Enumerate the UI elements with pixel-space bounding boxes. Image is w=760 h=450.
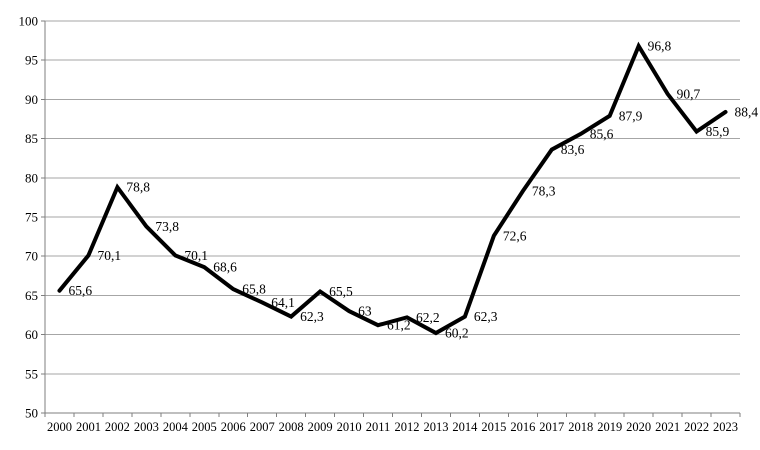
data-point-label: 90,7 xyxy=(677,86,701,101)
series-line xyxy=(57,41,728,336)
y-axis-label: 80 xyxy=(25,170,38,185)
data-point-label: 70,1 xyxy=(184,248,208,263)
x-axis-label: 2012 xyxy=(394,420,419,434)
data-point-label: 85,9 xyxy=(706,124,730,139)
data-point-label: 62,2 xyxy=(416,310,440,325)
data-point-label: 65,6 xyxy=(68,283,92,298)
x-axis-label: 2005 xyxy=(192,420,217,434)
x-axis-label: 2023 xyxy=(713,420,738,434)
x-axis-label: 2013 xyxy=(423,420,448,434)
y-axis-label: 75 xyxy=(25,210,38,225)
data-point-label: 73,8 xyxy=(155,219,179,234)
x-axis-label: 2002 xyxy=(105,420,130,434)
x-axis-label: 2017 xyxy=(539,420,564,434)
x-axis-label: 2007 xyxy=(250,420,275,434)
data-point-label: 83,6 xyxy=(561,142,585,157)
x-axis-label: 2001 xyxy=(76,420,101,434)
y-axis-label: 90 xyxy=(25,92,38,107)
data-point-label: 62,3 xyxy=(300,309,324,324)
x-axis-label: 2019 xyxy=(597,420,622,434)
y-axis-label: 55 xyxy=(25,366,38,381)
y-axis-label: 65 xyxy=(25,288,38,303)
data-point-label: 62,3 xyxy=(474,309,498,324)
x-axis-label: 2006 xyxy=(221,420,246,434)
x-axis-label: 2000 xyxy=(47,420,72,434)
x-axis-label: 2008 xyxy=(279,420,304,434)
data-point-label: 78,3 xyxy=(532,184,556,199)
x-axis-label: 2003 xyxy=(134,420,159,434)
data-point-label: 63 xyxy=(358,304,372,319)
data-point-label: 64,1 xyxy=(271,295,295,310)
data-point-label: 68,6 xyxy=(213,260,237,275)
x-axis-label: 2014 xyxy=(452,420,478,434)
data-point-label: 78,8 xyxy=(126,180,150,195)
x-axis-label: 2022 xyxy=(684,420,709,434)
data-point-label: 65,5 xyxy=(329,284,353,299)
x-axis-label: 2009 xyxy=(308,420,333,434)
y-axis-label: 60 xyxy=(25,327,38,342)
y-axis-label: 85 xyxy=(25,131,38,146)
y-axis-label: 70 xyxy=(25,249,38,264)
x-axis-label: 2015 xyxy=(481,420,506,434)
x-axis-label: 2021 xyxy=(655,420,680,434)
data-point-label: 96,8 xyxy=(648,39,672,54)
y-axis-label: 100 xyxy=(19,14,39,29)
y-axis-label: 50 xyxy=(25,406,38,421)
x-axis-label: 2020 xyxy=(626,420,651,434)
data-point-label: 87,9 xyxy=(619,108,643,123)
data-point-label: 85,6 xyxy=(590,126,614,141)
x-axis-label: 2004 xyxy=(163,420,189,434)
x-axis-label: 2010 xyxy=(337,420,362,434)
y-axis-label: 95 xyxy=(25,53,38,68)
data-point-label: 70,1 xyxy=(97,248,121,263)
x-axis-label: 2011 xyxy=(366,420,391,434)
data-point-label: 72,6 xyxy=(503,228,527,243)
x-axis-label: 2018 xyxy=(568,420,593,434)
data-point-label: 88,4 xyxy=(735,104,759,119)
data-point-label: 60,2 xyxy=(445,326,469,341)
data-point-label: 65,8 xyxy=(242,282,266,297)
x-axis-label: 2016 xyxy=(510,420,535,434)
